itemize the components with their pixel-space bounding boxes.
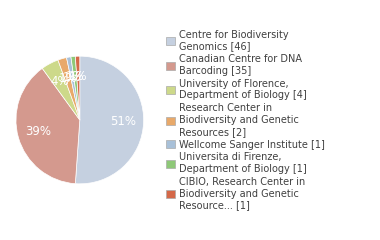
Text: 39%: 39% [25,126,51,138]
Wedge shape [58,58,80,120]
Wedge shape [75,56,144,184]
Text: 1%: 1% [69,70,88,83]
Text: 1%: 1% [63,71,82,84]
Wedge shape [66,57,80,120]
Text: 1%: 1% [66,70,85,83]
Legend: Centre for Biodiversity
Genomics [46], Canadian Centre for DNA
Barcoding [35], U: Centre for Biodiversity Genomics [46], C… [165,28,327,212]
Wedge shape [16,68,80,184]
Text: 4%: 4% [50,75,69,88]
Wedge shape [42,60,80,120]
Wedge shape [71,56,80,120]
Text: 1%: 1% [59,72,77,85]
Wedge shape [75,56,80,120]
Text: 51%: 51% [110,115,136,128]
